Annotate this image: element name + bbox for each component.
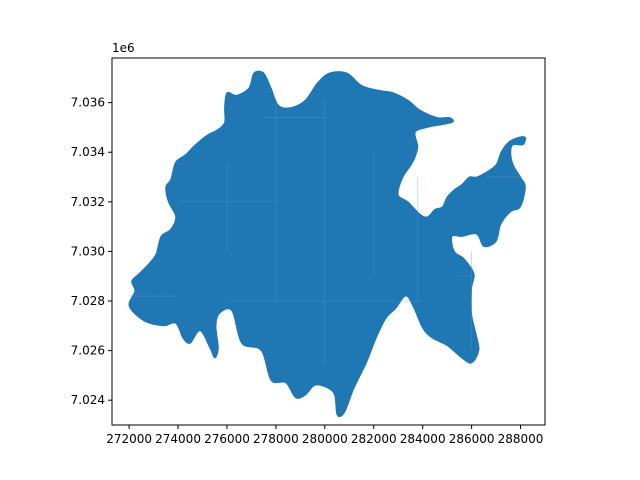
y-tick-label: 7.026 — [71, 344, 105, 358]
x-tick-label: 282000 — [351, 432, 397, 446]
y-tick-label: 7.024 — [71, 393, 105, 407]
x-tick-label: 276000 — [204, 432, 250, 446]
x-tick-label: 284000 — [400, 432, 446, 446]
y-tick-label: 7.028 — [71, 294, 105, 308]
y-tick-label: 7.030 — [71, 244, 105, 258]
x-tick-label: 278000 — [253, 432, 299, 446]
y-tick-label: 7.032 — [71, 195, 105, 209]
plot-area — [128, 70, 527, 418]
x-tick-label: 272000 — [106, 432, 152, 446]
axes-frame — [111, 57, 546, 426]
region-polygon — [128, 70, 527, 418]
y-tick-label: 7.036 — [71, 96, 105, 110]
x-tick-label: 288000 — [498, 432, 544, 446]
x-tick-label: 286000 — [449, 432, 495, 446]
region-west-lobe — [134, 186, 190, 297]
y-tick-label: 7.034 — [71, 145, 105, 159]
y-offset-label: 1e6 — [112, 41, 135, 55]
x-tick-label: 274000 — [155, 432, 201, 446]
y-axis: 7.024 7.026 7.028 7.030 7.032 7.034 7.036 — [71, 96, 112, 407]
x-tick-label: 280000 — [302, 432, 348, 446]
x-axis: 272000 274000 276000 278000 280000 282000 2840… — [106, 425, 543, 446]
tile-grid-lines — [129, 97, 521, 366]
